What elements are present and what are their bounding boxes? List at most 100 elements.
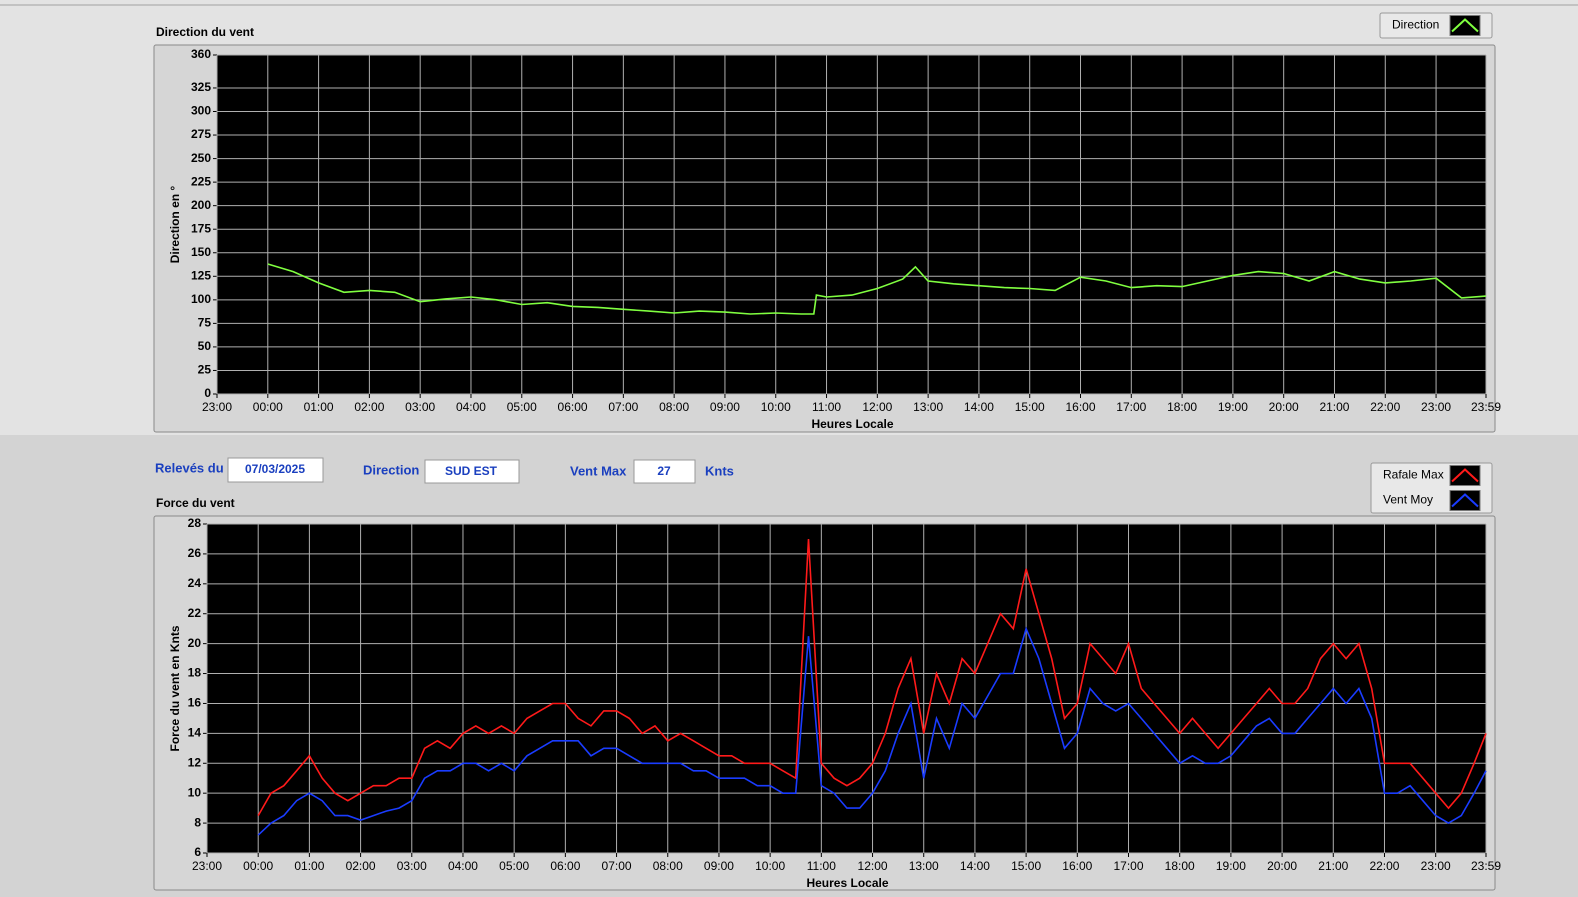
x-tick-label: 02:00 (354, 400, 384, 414)
series-line (257, 538, 1487, 816)
x-tick-label: 03:00 (405, 400, 435, 414)
x-tick-label: 13:00 (909, 859, 939, 873)
x-tick-label: 19:00 (1218, 400, 1248, 414)
x-tick-label: 14:00 (964, 400, 994, 414)
x-tick-label: 11:00 (812, 400, 841, 414)
field-value: 27 (657, 464, 671, 478)
y-tick-label: 150 (191, 245, 211, 259)
x-tick-label: 19:00 (1216, 859, 1246, 873)
x-axis-label: Heures Locale (806, 876, 888, 890)
y-axis-label: Direction en ° (168, 186, 182, 264)
x-tick-label: 06:00 (550, 859, 580, 873)
y-tick-label: 18 (188, 666, 202, 680)
x-tick-label: 12:00 (862, 400, 892, 414)
y-tick-label: 16 (188, 696, 202, 710)
x-tick-label: 08:00 (659, 400, 689, 414)
plot-area (217, 55, 1486, 394)
series-line (257, 626, 1487, 836)
x-tick-label: 09:00 (704, 859, 734, 873)
field-box[interactable] (227, 457, 324, 483)
legend-swatch-bg (1449, 465, 1481, 486)
x-tick-label: 18:00 (1167, 400, 1197, 414)
x-tick-label: 00:00 (243, 859, 273, 873)
x-tick-label: 15:00 (1011, 859, 1041, 873)
y-tick-label: 14 (188, 726, 202, 740)
legend-label: Rafale Max (1383, 468, 1444, 482)
x-tick-label: 15:00 (1015, 400, 1045, 414)
x-tick-label: 18:00 (1165, 859, 1195, 873)
y-tick-label: 300 (191, 104, 211, 118)
y-tick-label: 100 (191, 292, 211, 306)
y-tick-label: 250 (191, 151, 211, 165)
legend-swatch (1451, 493, 1479, 508)
y-tick-label: 50 (198, 339, 212, 353)
field-box[interactable] (424, 459, 520, 484)
x-tick-label: 10:00 (761, 400, 791, 414)
x-tick-label: 23:00 (192, 859, 222, 873)
field-value: SUD EST (445, 464, 498, 478)
chart-title: Direction du vent (156, 25, 254, 39)
y-tick-label: 10 (188, 785, 202, 799)
x-tick-label: 13:00 (913, 400, 943, 414)
x-tick-label: 17:00 (1116, 400, 1146, 414)
y-tick-label: 24 (188, 576, 202, 590)
x-tick-label: 05:00 (499, 859, 529, 873)
legend-swatch (1451, 18, 1479, 33)
y-tick-label: 325 (191, 80, 211, 94)
x-tick-label: 22:00 (1370, 400, 1400, 414)
legend-swatch-bg (1449, 490, 1481, 511)
x-tick-label: 06:00 (558, 400, 588, 414)
x-tick-label: 21:00 (1319, 400, 1349, 414)
y-tick-label: 360 (191, 47, 211, 61)
x-tick-label: 23:59 (1471, 859, 1501, 873)
y-tick-label: 8 (194, 815, 201, 829)
y-tick-label: 28 (188, 516, 202, 530)
series-line (267, 263, 1487, 315)
x-tick-label: 22:00 (1369, 859, 1399, 873)
x-tick-label: 03:00 (397, 859, 427, 873)
field-label: Direction (363, 462, 419, 477)
field-label: Vent Max (570, 463, 627, 478)
x-tick-label: 10:00 (755, 859, 785, 873)
x-tick-label: 23:59 (1471, 400, 1501, 414)
x-tick-label: 11:00 (807, 859, 836, 873)
y-tick-label: 125 (191, 268, 211, 282)
y-tick-label: 75 (198, 316, 212, 330)
y-tick-label: 26 (188, 546, 202, 560)
field-box[interactable] (633, 459, 696, 484)
x-tick-label: 00:00 (253, 400, 283, 414)
y-tick-label: 275 (191, 127, 211, 141)
x-axis-label: Heures Locale (811, 417, 893, 431)
y-tick-label: 20 (188, 636, 202, 650)
legend-label: Vent Moy (1383, 493, 1433, 507)
x-tick-label: 04:00 (456, 400, 486, 414)
x-tick-label: 23:00 (202, 400, 232, 414)
x-tick-label: 20:00 (1269, 400, 1299, 414)
x-tick-label: 23:00 (1421, 859, 1451, 873)
legend-swatch (1451, 468, 1479, 483)
field-label: Relevés du (155, 460, 224, 475)
x-tick-label: 04:00 (448, 859, 478, 873)
x-tick-label: 02:00 (346, 859, 376, 873)
x-tick-label: 01:00 (304, 400, 334, 414)
x-tick-label: 16:00 (1065, 400, 1095, 414)
x-tick-label: 21:00 (1318, 859, 1348, 873)
x-tick-label: 07:00 (602, 859, 632, 873)
x-tick-label: 12:00 (858, 859, 888, 873)
y-tick-label: 25 (198, 363, 212, 377)
y-tick-label: 0 (204, 386, 211, 400)
x-tick-label: 16:00 (1062, 859, 1092, 873)
plot-area (207, 524, 1486, 853)
legend-label: Direction (1392, 18, 1439, 32)
x-tick-label: 17:00 (1113, 859, 1143, 873)
y-tick-label: 225 (191, 174, 211, 188)
x-tick-label: 20:00 (1267, 859, 1297, 873)
x-tick-label: 23:00 (1421, 400, 1451, 414)
legend-swatch-bg (1449, 15, 1481, 36)
y-tick-label: 12 (188, 755, 202, 769)
y-tick-label: 6 (194, 845, 201, 859)
x-tick-label: 01:00 (294, 859, 324, 873)
x-tick-label: 05:00 (507, 400, 537, 414)
